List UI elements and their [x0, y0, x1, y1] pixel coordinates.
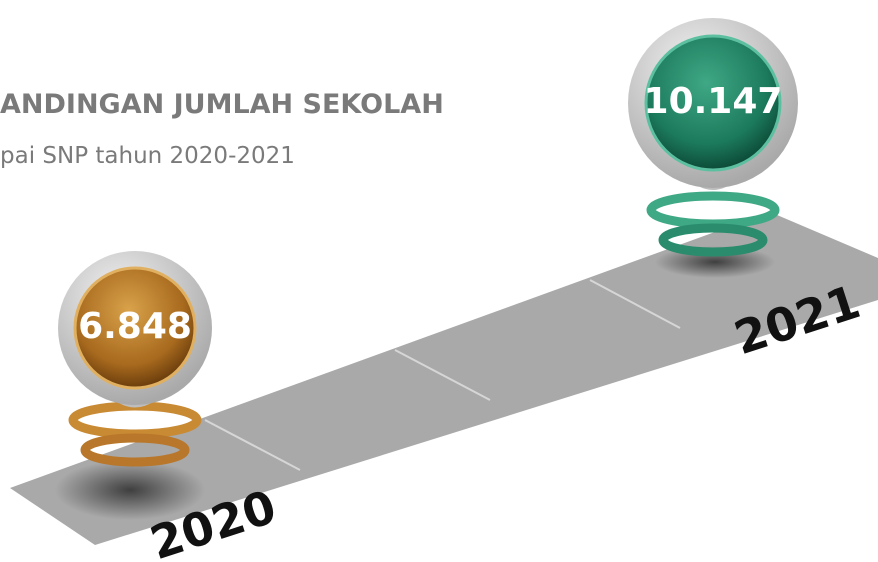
value-label: 10.147 [644, 81, 783, 122]
pin-2020 [58, 251, 212, 467]
road-dividers [204, 279, 681, 471]
title: ANDINGAN JUMLAH SEKOLAH [0, 89, 444, 120]
pin-2021 [628, 18, 798, 257]
subtitle: pai SNP tahun 2020-2021 [0, 143, 295, 169]
road [10, 212, 878, 545]
value-label: 6.848 [78, 306, 192, 347]
shadow [55, 460, 205, 520]
